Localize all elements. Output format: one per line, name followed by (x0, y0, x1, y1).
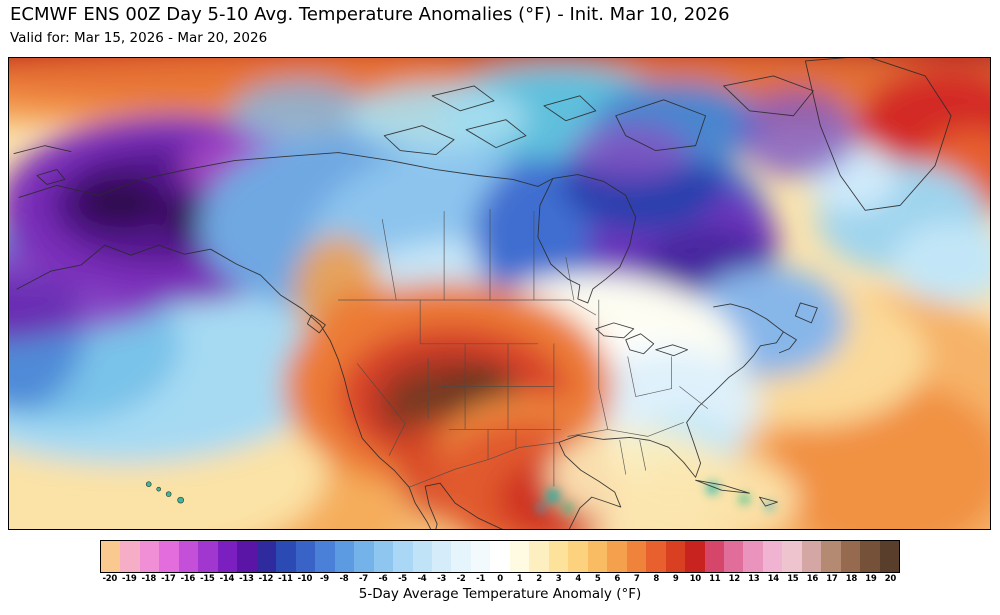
colorbar-tick-label: 8 (653, 574, 659, 584)
colorbar-tick-label: -4 (417, 574, 427, 584)
anomaly-field (9, 58, 990, 529)
colorbar-tick-label: -15 (200, 574, 215, 584)
colorbar-ticks: -20 -19 -18 -17 -16 -15 -14 -13 -12 -11 -10 -9 -8 -7-… (100, 574, 900, 584)
colorbar-cell (412, 541, 432, 572)
colorbar-cell (139, 541, 160, 572)
coastline-lines (13, 58, 952, 529)
colorbar-cell (178, 541, 199, 572)
colorbar-cell (840, 541, 861, 572)
colorbar-cell (587, 541, 608, 572)
colorbar-tick-label: 6 (614, 574, 620, 584)
colorbar-tick-label: -2 (456, 574, 466, 584)
colorbar-cell (159, 541, 179, 572)
colorbar-cell (256, 541, 277, 572)
colorbar-cell (295, 541, 316, 572)
colorbar-tick-label: -1 (476, 574, 485, 584)
colorbar-tick-label: 18 (845, 574, 858, 584)
colorbar-cell (237, 541, 257, 572)
map-canvas (8, 57, 991, 530)
colorbar-tick-label: 20 (884, 574, 897, 584)
colorbar-cell (451, 541, 471, 572)
colorbar-tick-label: 5 (594, 574, 601, 584)
colorbar-cell (704, 541, 724, 572)
colorbar-cell (607, 541, 627, 572)
colorbar-tick-label: -13 (239, 574, 254, 584)
colorbar-cell (529, 541, 549, 572)
colorbar-tick-label: -20 (102, 574, 118, 584)
figure-valid-text: Valid for: Mar 15, 2026 - Mar 20, 2026 (10, 30, 268, 46)
colorbar-cell (393, 541, 413, 572)
colorbar-tick-label: -14 (219, 574, 235, 584)
colorbar-tick-label: -8 (339, 574, 349, 584)
hawaii-islands (145, 481, 184, 504)
colorbar-tick-label: -6 (378, 574, 388, 584)
colorbar-tick-label: -11 (278, 574, 293, 584)
colorbar-tick-label: 3 (555, 574, 562, 584)
colorbar-tick-label: 9 (672, 574, 679, 584)
colorbar-tick-label: 17 (826, 574, 838, 584)
colorbar-cell (120, 541, 140, 572)
colorbar-tick-label: 10 (689, 574, 702, 584)
colorbar-tick-label: 12 (728, 574, 741, 584)
colorbar-tick-label: 13 (748, 574, 760, 584)
colorbar-tick-label: 0 (497, 574, 503, 584)
colorbar-tick-label: -7 (359, 574, 368, 584)
colorbar-cell (724, 541, 744, 572)
colorbar-tick-label: -12 (258, 574, 274, 584)
colorbar-cell (626, 541, 647, 572)
colorbar-tick-label: -10 (297, 574, 313, 584)
map-svg (9, 58, 990, 529)
colorbar-cell (568, 541, 588, 572)
colorbar-cell (646, 541, 666, 572)
colorbar-tick-label: -3 (437, 574, 446, 584)
colorbar-tick-label: 1 (516, 574, 523, 584)
colorbar-cell (860, 541, 880, 572)
colorbar-tick-label: -16 (180, 574, 196, 584)
colorbar-tick-label: 15 (787, 574, 799, 584)
colorbar-tick-label: -5 (398, 574, 407, 584)
colorbar-tick-label: -17 (161, 574, 176, 584)
colorbar-cell (334, 541, 355, 572)
colorbar-cell (782, 541, 802, 572)
colorbar-cell (101, 541, 121, 572)
colorbar-cell (490, 541, 510, 572)
colorbar-cell (743, 541, 763, 572)
colorbar-cell (470, 541, 491, 572)
colorbar-tick-label: 14 (767, 574, 780, 584)
colorbar-cell (879, 541, 900, 572)
colorbar-label: 5-Day Average Temperature Anomaly (°F) (358, 586, 642, 602)
colorbar-cell (431, 541, 452, 572)
colorbar-cell (217, 541, 238, 572)
colorbar-cell (315, 541, 335, 572)
colorbar-cell (354, 541, 374, 572)
terrain-speckles (536, 482, 774, 514)
colorbar-tick-label: 11 (709, 574, 721, 584)
colorbar-cell (821, 541, 841, 572)
colorbar-tick-label: 7 (633, 574, 640, 584)
colorbar-cell (685, 541, 705, 572)
colorbar-cell (509, 541, 530, 572)
colorbar-cell (373, 541, 394, 572)
state-border-lines (337, 209, 708, 488)
colorbar-tick-label: 16 (806, 574, 819, 584)
figure-title: ECMWF ENS 00Z Day 5-10 Avg. Temperature … (10, 4, 730, 25)
colorbar-tick-label: 2 (536, 574, 542, 584)
colorbar-bar (100, 540, 900, 573)
colorbar-cell (276, 541, 296, 572)
colorbar-cell (548, 541, 569, 572)
colorbar-cell (801, 541, 822, 572)
colorbar-cell (198, 541, 218, 572)
colorbar: -20 -19 -18 -17 -16 -15 -14 -13 -12 -11 -10 -9 -8 -7-… (100, 540, 900, 602)
colorbar-tick-label: 19 (865, 574, 877, 584)
colorbar-tick-label: -19 (122, 574, 137, 584)
colorbar-cell (665, 541, 686, 572)
colorbar-tick-label: -18 (141, 574, 157, 584)
colorbar-cell (762, 541, 783, 572)
colorbar-tick-label: 4 (575, 574, 581, 584)
colorbar-tick-label: -9 (320, 574, 329, 584)
